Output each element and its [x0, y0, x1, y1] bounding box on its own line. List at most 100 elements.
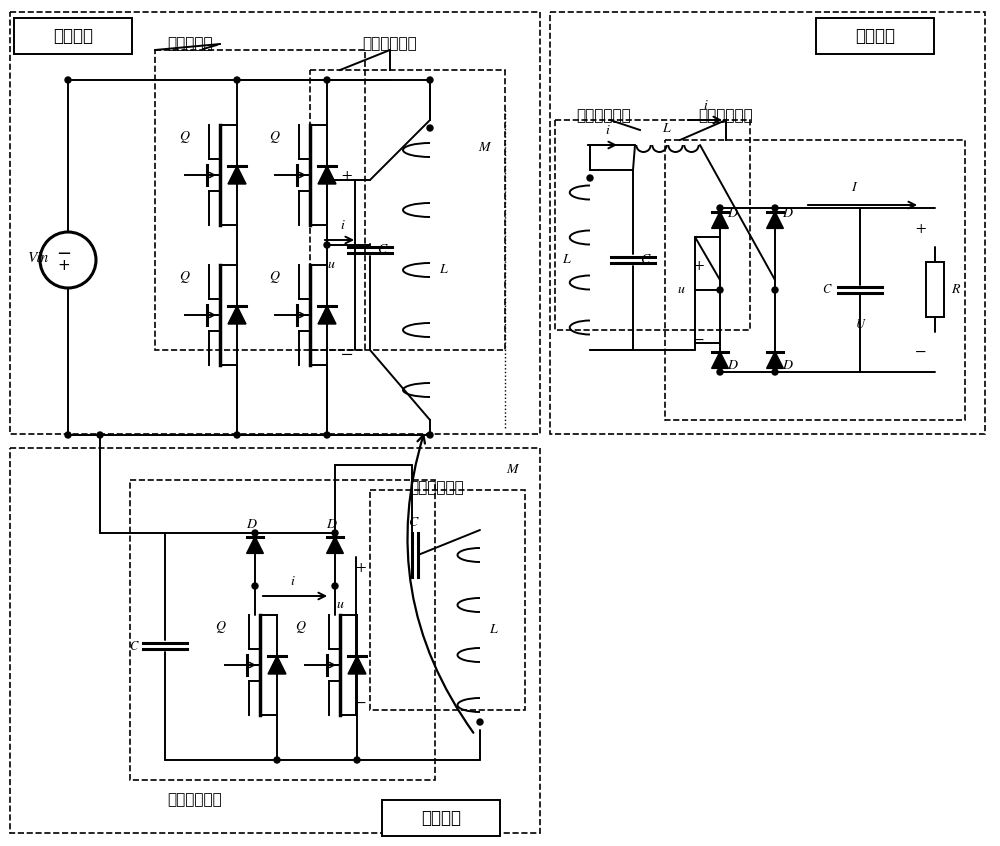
Text: Cᶠ₂: Cᶠ₂ [130, 640, 144, 653]
Circle shape [717, 287, 723, 293]
Polygon shape [268, 656, 286, 674]
Text: M₁₃: M₁₃ [506, 464, 524, 476]
Text: Q₃: Q₃ [180, 271, 194, 283]
Circle shape [324, 242, 330, 248]
Circle shape [772, 369, 778, 375]
Polygon shape [247, 536, 263, 553]
Text: U₀: U₀ [856, 319, 868, 332]
Bar [382, 800, 500, 836]
Circle shape [97, 432, 103, 438]
Circle shape [772, 205, 778, 211]
Bar [816, 18, 934, 54]
Circle shape [324, 432, 330, 438]
Text: Vin: Vin [27, 251, 49, 265]
Text: +: + [58, 259, 70, 273]
Text: Rᴸ: Rᴸ [951, 283, 963, 296]
Circle shape [252, 583, 258, 589]
Text: Cᶠ₁: Cᶠ₁ [823, 283, 837, 296]
Text: 钳位电路: 钳位电路 [421, 809, 461, 827]
Text: D₄: D₄ [782, 360, 796, 372]
Text: Q₂: Q₂ [270, 130, 284, 143]
Polygon shape [712, 212, 728, 228]
Text: i₁: i₁ [341, 220, 349, 233]
Text: L₃: L₃ [489, 624, 501, 636]
Polygon shape [327, 536, 343, 553]
Polygon shape [318, 306, 336, 324]
Text: L₁: L₁ [439, 264, 451, 277]
Bar [926, 262, 944, 317]
Polygon shape [228, 166, 246, 184]
Text: 接收电路: 接收电路 [855, 27, 895, 45]
Text: Q₆: Q₆ [296, 621, 310, 634]
Text: 全桥整流滤波: 全桥整流滤波 [699, 108, 753, 124]
Circle shape [234, 77, 240, 83]
Text: M₁₂: M₁₂ [479, 141, 497, 154]
Circle shape [252, 530, 258, 536]
Text: i₃: i₃ [291, 576, 299, 588]
Circle shape [324, 77, 330, 83]
Text: D₅: D₅ [246, 519, 260, 531]
Text: 发射电路: 发射电路 [53, 27, 93, 45]
Text: Q₅: Q₅ [216, 621, 230, 634]
Text: u₁: u₁ [328, 259, 338, 272]
FancyArrowPatch shape [407, 435, 473, 733]
Circle shape [427, 125, 433, 131]
Text: u₃: u₃ [337, 599, 347, 612]
Circle shape [332, 530, 338, 536]
Bar [14, 18, 132, 54]
Text: +: + [916, 222, 926, 234]
Text: 高频逆变器: 高频逆变器 [167, 36, 213, 52]
Bar [130, 480, 435, 780]
Text: −: − [341, 347, 353, 363]
Bar [155, 50, 365, 350]
Circle shape [65, 432, 71, 438]
Text: −: − [915, 344, 927, 360]
Text: 原边补偿单元: 原边补偿单元 [363, 36, 417, 52]
Polygon shape [767, 352, 783, 368]
Circle shape [772, 287, 778, 293]
Text: L₂: L₂ [562, 254, 574, 266]
Text: u₂: u₂ [678, 283, 688, 296]
Text: +: + [694, 258, 704, 272]
Bar [10, 12, 540, 434]
Text: −: − [355, 695, 367, 711]
Bar [665, 140, 965, 420]
Text: Q₁: Q₁ [180, 130, 194, 143]
Text: 副边补偿单元: 副边补偿单元 [577, 108, 631, 124]
Text: I₀: I₀ [851, 182, 859, 195]
Text: Lᴄ: Lᴄ [662, 123, 673, 135]
Text: +: + [342, 168, 352, 182]
Text: i₂: i₂ [606, 124, 614, 137]
Polygon shape [228, 306, 246, 324]
Text: 钳位限压电路: 钳位限压电路 [168, 793, 222, 807]
Polygon shape [348, 656, 366, 674]
Text: D₃: D₃ [727, 360, 741, 372]
Text: D₁: D₁ [727, 208, 741, 220]
Text: iₗ: iₗ [704, 100, 712, 113]
Circle shape [354, 757, 360, 763]
Circle shape [477, 719, 483, 725]
Bar [550, 12, 985, 434]
Polygon shape [712, 352, 728, 368]
Circle shape [234, 432, 240, 438]
Circle shape [717, 369, 723, 375]
Text: D₆: D₆ [326, 519, 340, 531]
Text: C₃: C₃ [409, 517, 421, 530]
Circle shape [587, 175, 593, 181]
Text: 钳位补偿单元: 钳位补偿单元 [410, 481, 464, 496]
Text: Q₄: Q₄ [270, 271, 284, 283]
Polygon shape [767, 212, 783, 228]
Bar [310, 70, 505, 350]
Polygon shape [318, 166, 336, 184]
Text: D₂: D₂ [782, 208, 796, 220]
Text: C₁: C₁ [378, 244, 390, 256]
Bar [555, 120, 750, 330]
Bar [370, 490, 525, 710]
Text: C₂: C₂ [641, 254, 653, 266]
Circle shape [427, 432, 433, 438]
Circle shape [427, 77, 433, 83]
Circle shape [332, 583, 338, 589]
Text: −: − [693, 332, 705, 348]
Circle shape [274, 757, 280, 763]
Text: +: + [356, 560, 366, 574]
